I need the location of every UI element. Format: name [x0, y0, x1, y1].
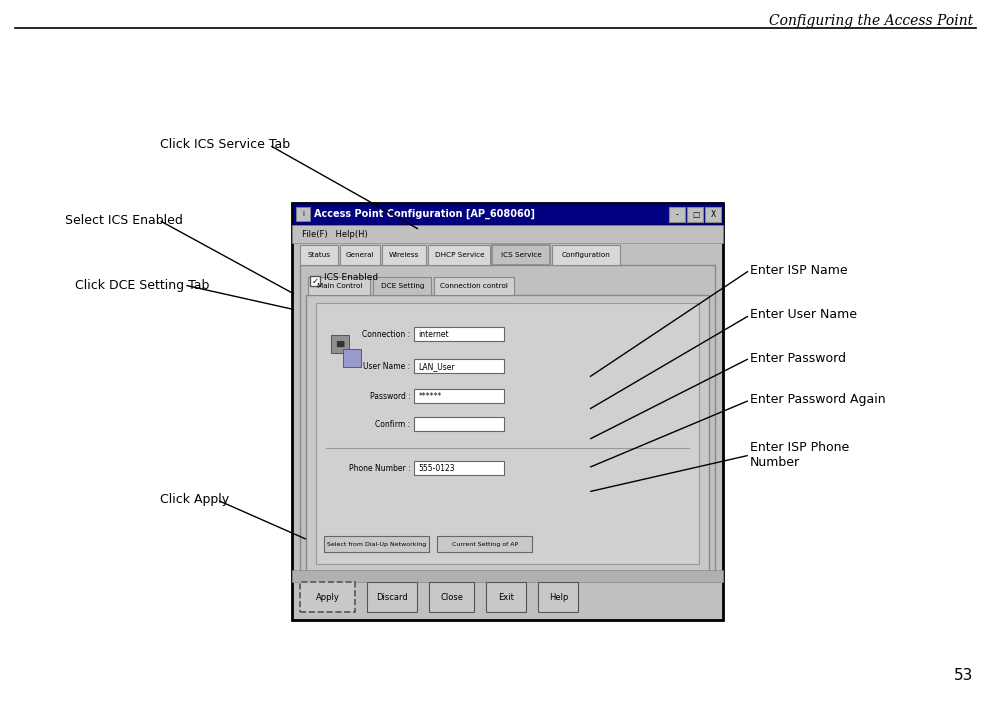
Text: Apply: Apply [316, 593, 340, 602]
FancyBboxPatch shape [429, 583, 475, 613]
FancyBboxPatch shape [552, 245, 620, 265]
FancyBboxPatch shape [316, 304, 700, 564]
Text: Enter User Name: Enter User Name [750, 308, 857, 322]
FancyBboxPatch shape [414, 360, 504, 374]
Text: 53: 53 [953, 668, 973, 683]
FancyBboxPatch shape [688, 207, 704, 222]
FancyBboxPatch shape [706, 207, 721, 222]
Text: 555-0123: 555-0123 [418, 464, 455, 472]
Text: Connection :: Connection : [363, 329, 410, 339]
Text: Phone Number :: Phone Number : [349, 464, 410, 472]
Text: ICS Enabled: ICS Enabled [324, 273, 379, 282]
FancyBboxPatch shape [487, 583, 526, 613]
Text: File(F)   Help(H): File(F) Help(H) [302, 230, 368, 239]
Text: ICS Service: ICS Service [500, 252, 542, 258]
Text: Discard: Discard [377, 593, 408, 602]
Text: Click Apply: Click Apply [160, 494, 229, 507]
Text: Select ICS Enabled: Select ICS Enabled [65, 214, 183, 226]
Text: Close: Close [440, 593, 464, 602]
FancyBboxPatch shape [300, 265, 716, 580]
FancyBboxPatch shape [437, 536, 532, 552]
Text: Select from Dial-Up Networking: Select from Dial-Up Networking [327, 542, 426, 547]
Text: DCE Setting: DCE Setting [381, 283, 424, 290]
Text: ✓: ✓ [312, 277, 319, 286]
Text: i: i [302, 211, 304, 217]
Text: Enter Password Again: Enter Password Again [750, 393, 886, 407]
FancyBboxPatch shape [296, 207, 310, 222]
Text: Enter ISP Phone
Number: Enter ISP Phone Number [750, 441, 849, 469]
Text: Enter Password: Enter Password [750, 351, 846, 365]
FancyBboxPatch shape [300, 245, 338, 265]
Text: ██: ██ [336, 341, 345, 348]
Text: Main Control: Main Control [317, 283, 362, 290]
FancyBboxPatch shape [493, 245, 550, 265]
Text: DHCP Service: DHCP Service [434, 252, 485, 258]
FancyBboxPatch shape [292, 203, 723, 225]
Text: Wireless: Wireless [389, 252, 419, 258]
FancyBboxPatch shape [340, 245, 381, 265]
Text: Configuring the Access Point: Configuring the Access Point [769, 14, 973, 28]
FancyBboxPatch shape [428, 245, 491, 265]
Text: Connection control: Connection control [440, 283, 508, 290]
FancyBboxPatch shape [414, 389, 504, 403]
Text: Click ICS Service Tab: Click ICS Service Tab [160, 139, 290, 151]
Text: Password :: Password : [370, 392, 410, 401]
FancyBboxPatch shape [434, 278, 514, 295]
FancyBboxPatch shape [414, 327, 504, 341]
FancyBboxPatch shape [538, 583, 579, 613]
Text: ******: ****** [418, 392, 442, 401]
FancyBboxPatch shape [343, 349, 362, 367]
Text: User Name :: User Name : [364, 362, 410, 371]
FancyBboxPatch shape [300, 583, 356, 613]
Text: internet: internet [418, 329, 449, 339]
Text: Exit: Exit [498, 593, 514, 602]
Text: General: General [346, 252, 375, 258]
FancyBboxPatch shape [306, 295, 710, 573]
FancyBboxPatch shape [292, 571, 723, 583]
FancyBboxPatch shape [292, 225, 723, 243]
Text: □: □ [692, 210, 699, 219]
FancyBboxPatch shape [368, 583, 417, 613]
Text: Configuration: Configuration [562, 252, 610, 258]
Text: Help: Help [549, 593, 568, 602]
Text: Current Setting of AP: Current Setting of AP [452, 542, 518, 547]
FancyBboxPatch shape [414, 417, 504, 431]
Text: Access Point Configuration [AP_608060]: Access Point Configuration [AP_608060] [314, 209, 535, 219]
FancyBboxPatch shape [324, 536, 429, 552]
Text: Status: Status [308, 252, 331, 258]
FancyBboxPatch shape [374, 278, 431, 295]
FancyBboxPatch shape [292, 203, 723, 620]
FancyBboxPatch shape [308, 278, 371, 295]
Text: Enter ISP Name: Enter ISP Name [750, 264, 847, 276]
Text: X: X [711, 210, 716, 219]
Text: -: - [676, 210, 679, 219]
FancyBboxPatch shape [331, 335, 350, 353]
Text: Confirm :: Confirm : [376, 420, 410, 429]
FancyBboxPatch shape [670, 207, 686, 222]
Text: Click DCE Setting Tab: Click DCE Setting Tab [75, 278, 209, 292]
FancyBboxPatch shape [310, 276, 320, 286]
FancyBboxPatch shape [383, 245, 426, 265]
Text: LAN_User: LAN_User [418, 362, 455, 371]
FancyBboxPatch shape [414, 461, 504, 475]
